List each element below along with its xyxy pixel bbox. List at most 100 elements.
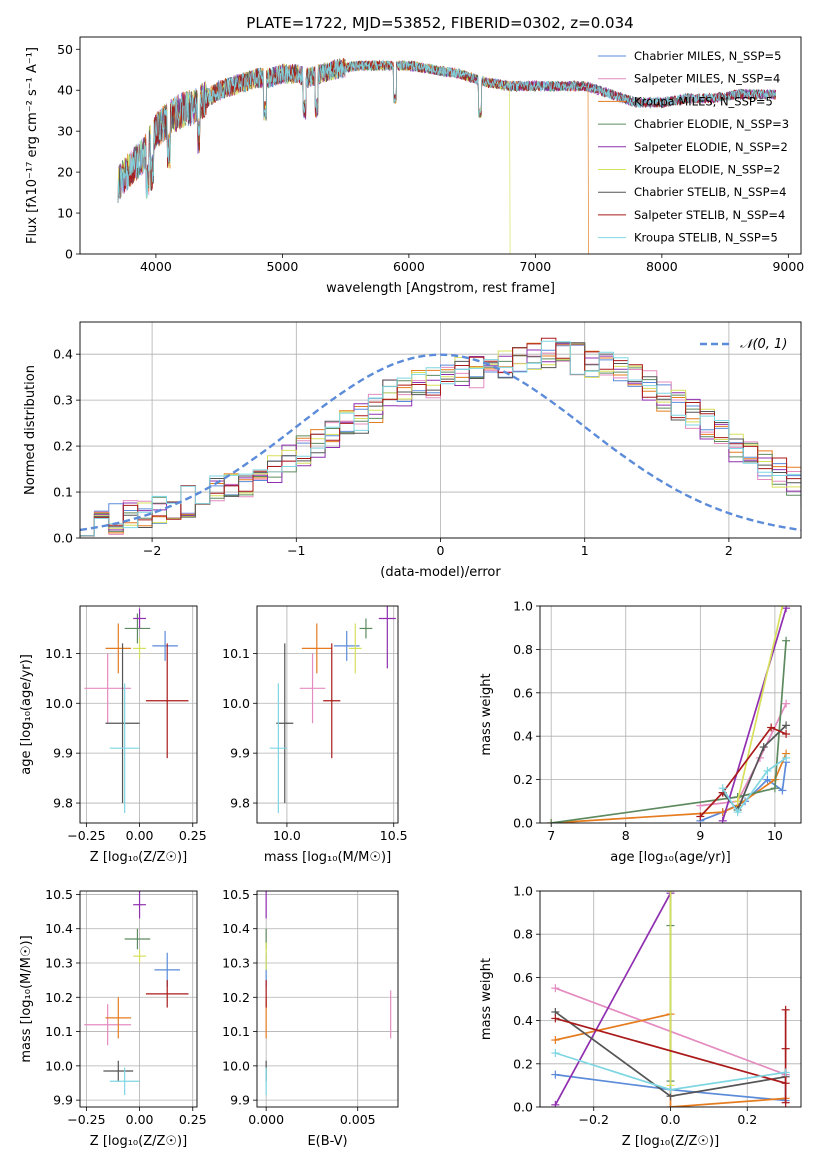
x-axis-label: Z [log₁₀(Z/Z☉)] <box>90 1134 187 1149</box>
grid <box>257 891 398 1107</box>
y-tick-label: 10.2 <box>222 990 250 1005</box>
plot-area <box>80 606 197 823</box>
errorbar-point-chabrier_elodie <box>359 618 373 639</box>
y-tick-label: 10.3 <box>222 956 250 971</box>
weight-line-kroupa_elodie <box>736 606 784 802</box>
x-tick-label: 9 <box>696 828 704 843</box>
y-tick-label: 9.9 <box>230 1093 250 1108</box>
x-tick-label: −0.25 <box>67 828 105 843</box>
y-tick-label: 10.3 <box>45 956 73 971</box>
y-axis-label: Normed distribution <box>23 365 38 495</box>
x-tick-label: 5000 <box>266 259 298 274</box>
y-tick-label: 9.8 <box>53 796 73 811</box>
x-tick-label: 0.005 <box>340 1112 376 1127</box>
y-tick-label: 0.0 <box>53 531 73 546</box>
legend: Chabrier MILES, N_SSP=5 Salpeter MILES, N… <box>598 49 789 245</box>
y-tick-label: 40 <box>57 83 73 98</box>
y-axis-label: mass [log₁₀(M/M☉)] <box>19 935 34 1062</box>
weight-line-salpeter_elodie <box>554 892 672 1106</box>
axes-frame <box>79 321 802 539</box>
axes-frame <box>539 890 802 1108</box>
y-tick-label: 10.1 <box>45 646 73 661</box>
errorbar-point-salpeter_miles <box>84 653 132 724</box>
legend-label: Chabrier ELODIE, N_SSP=3 <box>634 117 789 131</box>
errorbar-point-salpeter_miles <box>299 653 326 724</box>
y-tick-label: 10.5 <box>222 887 250 902</box>
errorbar-point-salpeter_stelib <box>323 643 341 759</box>
legend-label: Salpeter MILES, N_SSP=4 <box>634 72 780 86</box>
x-tick-label: 8000 <box>646 259 678 274</box>
x-axis-label: (data-model)/error <box>380 565 501 580</box>
x-tick-label: 7000 <box>519 259 551 274</box>
panel-mass_age: 10.0 10.5 9.8 9.9 10.0 10.1 mass [log₁₀(M/M☉)] <box>222 605 408 865</box>
legend-label: 𝒩(0, 1) <box>740 337 787 352</box>
weight-line-salpeter_elodie <box>721 607 787 822</box>
y-tick-label: 9.9 <box>53 746 73 761</box>
errorbar-point-salpeter_stelib <box>145 643 189 759</box>
x-axis-label: Z [log₁₀(Z/Z☉)] <box>90 850 187 865</box>
y-axis-label: mass weight <box>479 673 494 755</box>
y-tick-label: 10.0 <box>222 696 250 711</box>
y-tick-label: 0.4 <box>53 347 73 362</box>
plot-area <box>540 606 801 823</box>
x-tick-label: 0.25 <box>179 828 207 843</box>
x-tick-label: 0.25 <box>179 1112 207 1127</box>
histogram-salpeter_stelib <box>80 337 801 538</box>
panel-ebv_mass: 0.000 0.005 9.9 10.0 10.1 10.2 10.3 10.4 10.5 E(B… <box>222 887 399 1149</box>
normal-curve <box>80 353 801 532</box>
y-tick-label: 10.1 <box>222 1024 250 1039</box>
x-tick-label: 6000 <box>393 259 425 274</box>
errorbar-point-kroupa_miles <box>301 623 332 674</box>
weight-line-salpeter_stelib <box>699 726 787 818</box>
legend: 𝒩(0, 1) <box>700 337 787 352</box>
y-tick-label: 30 <box>57 124 73 139</box>
x-tick-label: 0.00 <box>126 1112 154 1127</box>
x-tick-label: 8 <box>622 828 630 843</box>
plot-area <box>80 322 801 538</box>
weight-line-chabrier_miles <box>699 762 787 822</box>
panel-spectrum: 4000 5000 6000 7000 8000 9000 0 10 20 30 40 50 wavel… <box>25 36 804 296</box>
x-tick-label: 0.0 <box>661 1112 681 1127</box>
y-tick-label: 10.1 <box>45 1024 73 1039</box>
y-tick-label: 0.0 <box>513 1100 533 1115</box>
y-tick-label: 10 <box>57 206 73 221</box>
errorbar-point-salpeter_elodie <box>133 608 146 629</box>
weight-line-salpeter_stelib <box>555 1009 787 1103</box>
errorbar-point-chabrier_stelib <box>276 643 294 804</box>
y-tick-label: 0.2 <box>513 1056 533 1071</box>
x-tick-label: 10 <box>767 828 783 843</box>
axes-frame <box>79 605 198 824</box>
panel-z_age: −0.25 0.00 0.25 9.8 9.9 10.0 10.1 Z [log₁₀(Z/Z☉… <box>19 605 207 865</box>
axes-frame <box>79 36 802 255</box>
panel-z_weight: −0.2 0.0 0.2 0.0 0.2 0.4 0.6 0.8 1.0 Z [log₁₀(Z/Z… <box>479 884 802 1149</box>
x-tick-label: 2 <box>725 543 733 558</box>
y-tick-label: 0.0 <box>513 816 533 831</box>
axes-frame <box>256 890 399 1108</box>
grid <box>257 606 398 823</box>
axes-frame <box>79 890 198 1108</box>
errorbar-point-kroupa_elodie <box>133 949 146 963</box>
spectrum-line-kroupa_stelib <box>117 59 777 203</box>
axes-frame <box>256 605 399 824</box>
panel-z_mass: −0.25 0.00 0.25 9.9 10.0 10.1 10.2 10.3 10.4 10.5… <box>19 887 207 1149</box>
y-tick-label: 0.8 <box>513 642 533 657</box>
y-tick-label: 10.0 <box>45 1058 73 1073</box>
errorbar-point-kroupa_elodie <box>133 638 146 659</box>
errorbar-point-chabrier_stelib <box>103 1060 134 1082</box>
y-tick-label: 0.6 <box>513 685 533 700</box>
y-tick-label: 1.0 <box>513 599 533 614</box>
plot-area <box>80 891 197 1107</box>
y-tick-label: 50 <box>57 42 73 57</box>
errorbar-point-salpeter_stelib <box>145 980 189 1008</box>
grid <box>80 606 197 823</box>
x-axis-label: mass [log₁₀(M/M☉)] <box>264 850 391 865</box>
x-tick-label: −0.25 <box>67 1112 105 1127</box>
errorbar-point-kroupa_stelib <box>269 683 287 814</box>
y-tick-label: 0.1 <box>53 485 73 500</box>
errorbar-point-chabrier_elodie <box>124 928 151 950</box>
spectrum-line-kroupa_elodie <box>117 58 511 254</box>
y-tick-label: 0.2 <box>513 772 533 787</box>
y-tick-label: 9.9 <box>230 746 250 761</box>
x-tick-label: 0.00 <box>126 828 154 843</box>
y-axis-label: age [log₁₀(age/yr)] <box>19 654 34 775</box>
